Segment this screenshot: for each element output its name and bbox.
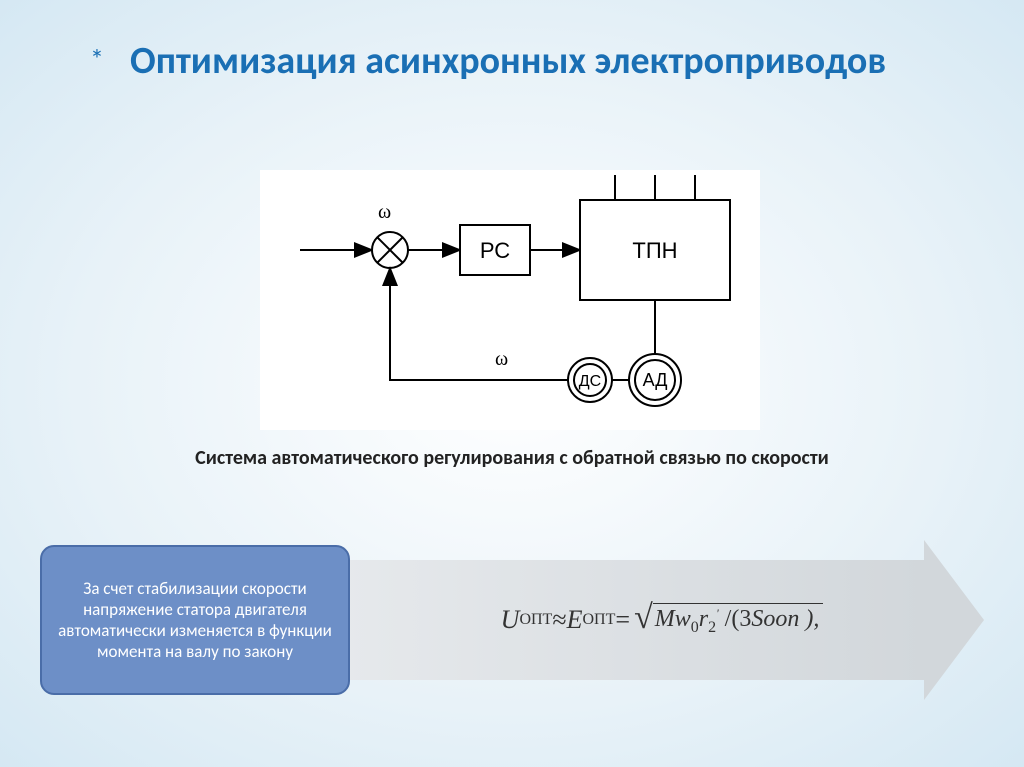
- slide-title: Оптимизация асинхронных электроприводов: [90, 40, 964, 84]
- explanation-box: За счет стабилизации скорости напряжение…: [40, 545, 350, 695]
- omega-input-label: ω: [378, 201, 391, 223]
- ds-block-label: ДС: [579, 373, 601, 390]
- rc-block-label: РС: [480, 238, 510, 263]
- title-asterisk: *: [90, 42, 104, 77]
- formula: UОПТ ≈ EОПТ = √ Mw0r2' /(3Soon ),: [501, 603, 824, 637]
- arrow-shape: UОПТ ≈ EОПТ = √ Mw0r2' /(3Soon ),: [340, 550, 984, 690]
- bottom-row: За счет стабилизации скорости напряжение…: [40, 540, 984, 700]
- tpn-block-label: ТПН: [632, 238, 677, 263]
- ad-block-label: АД: [643, 370, 668, 390]
- control-system-diagram: ω РС ТПН АД ДС ω: [260, 170, 760, 430]
- slide-title-wrap: * Оптимизация асинхронных электроприводо…: [90, 40, 964, 84]
- explanation-text: За счет стабилизации скорости напряжение…: [56, 578, 334, 663]
- diagram-caption: Система автоматического регулирования с …: [0, 445, 1024, 471]
- omega-feedback-label: ω: [495, 348, 508, 370]
